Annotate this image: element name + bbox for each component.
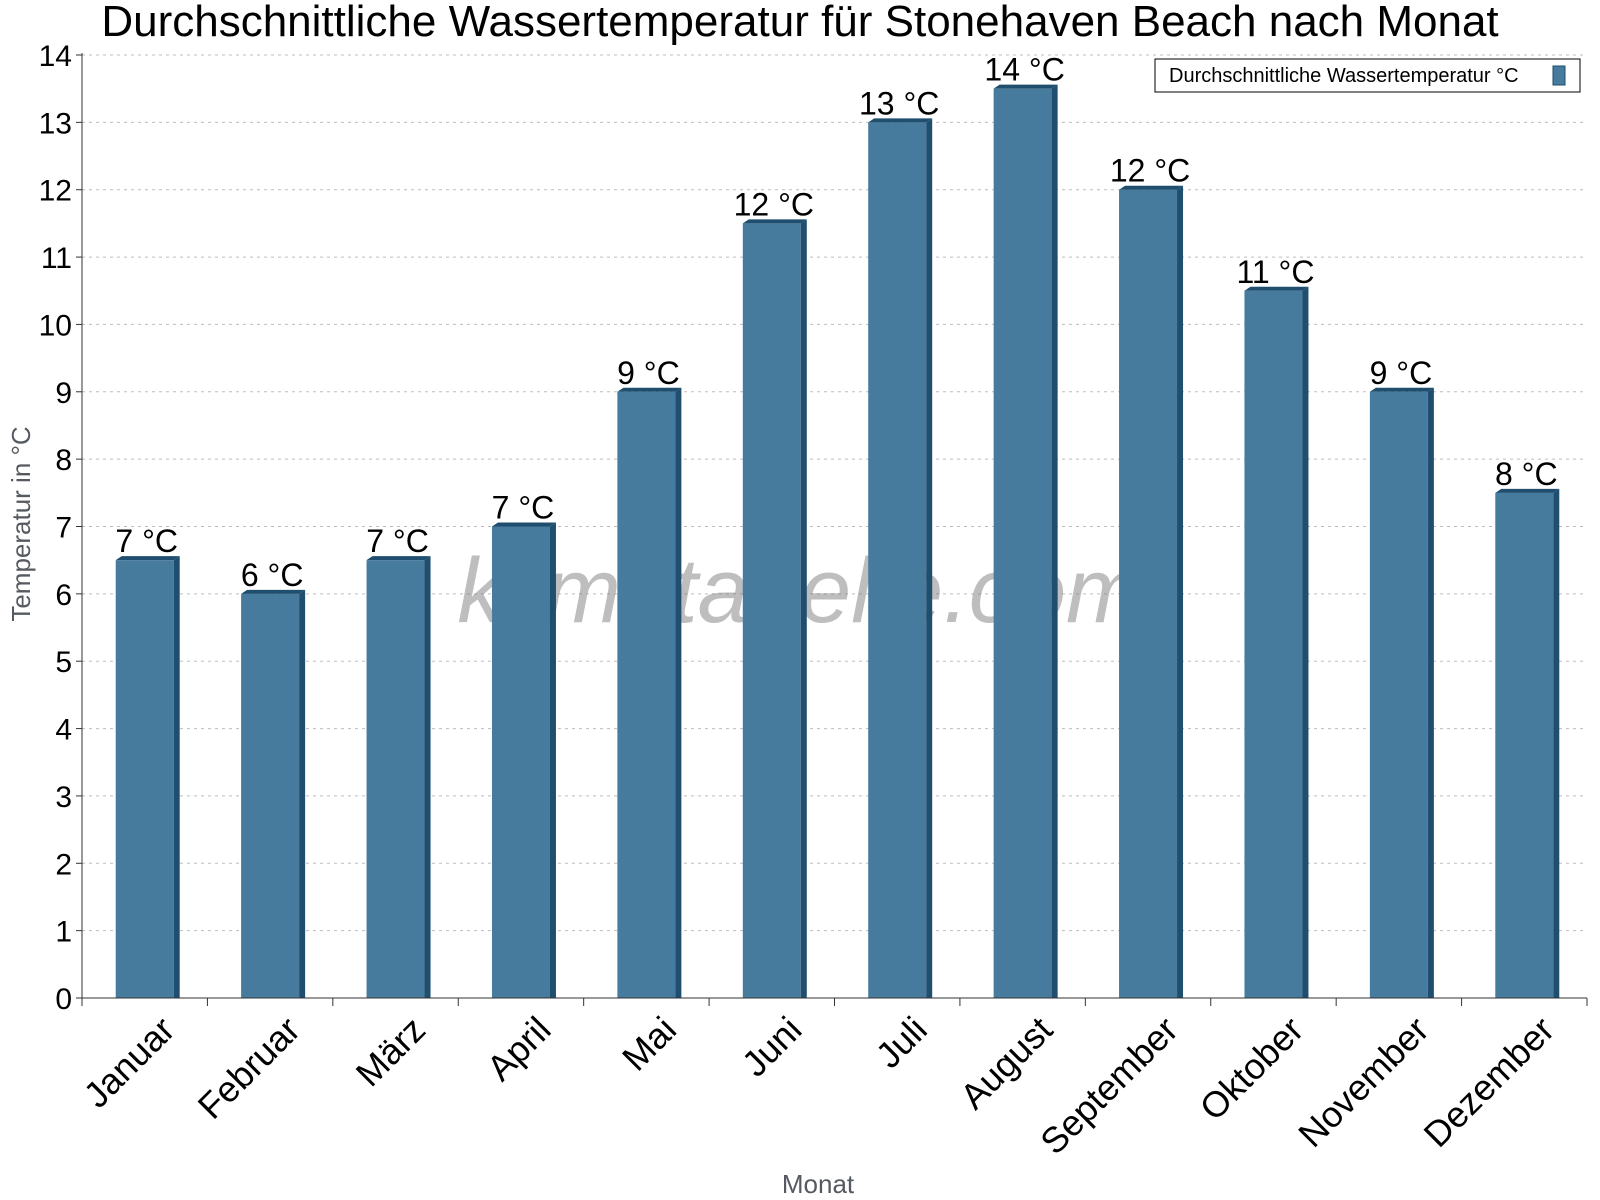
- bar-side: [1553, 488, 1560, 998]
- bar-face: [742, 223, 801, 999]
- axes: [76, 53, 1588, 1006]
- data-label: 7 °C: [115, 523, 178, 559]
- y-tick-label: 1: [55, 916, 72, 949]
- bar-side: [1051, 84, 1058, 998]
- data-label: 8 °C: [1495, 456, 1558, 492]
- bar: [115, 556, 180, 998]
- y-tick-label: 10: [39, 309, 72, 342]
- bar-top: [241, 589, 306, 594]
- bar-face: [1495, 492, 1554, 998]
- data-label: 12 °C: [734, 186, 814, 222]
- y-tick-label: 0: [55, 983, 72, 1016]
- bar-top: [742, 219, 807, 224]
- bar-face: [1369, 391, 1428, 998]
- bar-face: [1244, 290, 1303, 998]
- data-label: 7 °C: [366, 523, 429, 559]
- bar-side: [1177, 185, 1184, 998]
- chart-title: Durchschnittliche Wassertemperatur für S…: [101, 0, 1498, 46]
- legend-swatch: [1552, 65, 1566, 86]
- legend-box: [1154, 58, 1581, 93]
- data-label: 11 °C: [1236, 254, 1314, 290]
- bar-side: [1302, 286, 1309, 998]
- bar-side: [675, 387, 682, 998]
- y-tick-label: 8: [55, 444, 72, 477]
- bar: [1244, 286, 1309, 998]
- x-tick-label: September: [1032, 1009, 1186, 1163]
- x-tick-label: Oktober: [1192, 1009, 1312, 1129]
- bar-side: [424, 556, 431, 998]
- data-label: 14 °C: [984, 52, 1064, 88]
- y-tick-label: 13: [39, 107, 72, 140]
- bar-side: [549, 522, 556, 998]
- grid-lines: [82, 54, 1587, 932]
- x-tick-label: Dezember: [1416, 1009, 1562, 1155]
- x-tick-label: Februar: [190, 1009, 308, 1127]
- bar-face: [1119, 189, 1178, 998]
- bar: [241, 589, 306, 998]
- bar: [742, 219, 807, 999]
- bar-face: [491, 526, 550, 998]
- y-tick-label: 7: [55, 512, 72, 545]
- bar-top: [1495, 488, 1560, 493]
- bar-top: [366, 556, 431, 561]
- bar-face: [993, 88, 1052, 998]
- bar: [491, 522, 556, 998]
- bar: [993, 84, 1058, 998]
- x-tick-label: August: [952, 1009, 1060, 1117]
- data-label: 9 °C: [1370, 355, 1433, 391]
- bar-top: [1369, 387, 1434, 392]
- data-label: 13 °C: [859, 85, 939, 121]
- bar-face: [868, 122, 927, 999]
- y-tick-label: 2: [55, 848, 72, 881]
- bar: [1119, 185, 1184, 998]
- bar-top: [1119, 185, 1184, 190]
- x-tick-label: Juni: [734, 1009, 810, 1085]
- bar-face: [366, 560, 425, 998]
- bar-face: [617, 391, 676, 998]
- y-tick-label: 9: [55, 377, 72, 410]
- y-tick-label: 14: [39, 40, 72, 73]
- x-tick-label: März: [348, 1009, 434, 1095]
- y-axis-label: Temperatur in °C: [6, 426, 36, 621]
- bar-face: [115, 560, 174, 998]
- bar-side: [926, 118, 933, 999]
- bar: [1369, 387, 1434, 998]
- data-label: 12 °C: [1110, 153, 1190, 189]
- bar-side: [299, 589, 306, 998]
- data-label: 6 °C: [241, 557, 304, 593]
- bar: [366, 556, 431, 998]
- y-tick-label: 4: [55, 714, 72, 747]
- bar-series: [115, 84, 1560, 999]
- bar-top: [115, 556, 180, 561]
- bar: [868, 118, 933, 999]
- bar-top: [617, 387, 682, 392]
- legend-label: Durchschnittliche Wassertemperatur °C: [1169, 65, 1519, 87]
- y-tick-label: 5: [55, 646, 72, 679]
- bar-top: [868, 118, 933, 123]
- y-tick-label: 12: [39, 175, 72, 208]
- bar: [617, 387, 682, 998]
- x-tick-label: April: [479, 1009, 559, 1089]
- bar: [1495, 488, 1560, 998]
- x-tick-label: November: [1290, 1009, 1436, 1155]
- bar-top: [993, 84, 1058, 89]
- bar-face: [241, 593, 300, 998]
- y-tick-label: 11: [41, 242, 72, 275]
- legend: Durchschnittliche Wassertemperatur °C: [1154, 58, 1581, 93]
- x-tick-label: Juli: [868, 1009, 935, 1076]
- bar-side: [173, 556, 180, 998]
- y-tick-label: 3: [55, 781, 72, 814]
- bar-side: [800, 219, 807, 999]
- data-labels: 7 °C 6 °C 7 °C 7 °C 9 °C 12 °C 13 °C 14 °C 12 °C…: [115, 52, 1557, 593]
- x-tick-label: Mai: [614, 1009, 684, 1079]
- bar-side: [1427, 387, 1434, 998]
- y-tick-label: 6: [55, 579, 72, 612]
- bar-top: [1244, 286, 1309, 291]
- x-tick-label: Januar: [76, 1009, 183, 1116]
- bar-top: [491, 522, 556, 527]
- data-label: 9 °C: [617, 355, 680, 391]
- x-axis-label: Monat: [782, 1169, 855, 1199]
- data-label: 7 °C: [492, 490, 555, 526]
